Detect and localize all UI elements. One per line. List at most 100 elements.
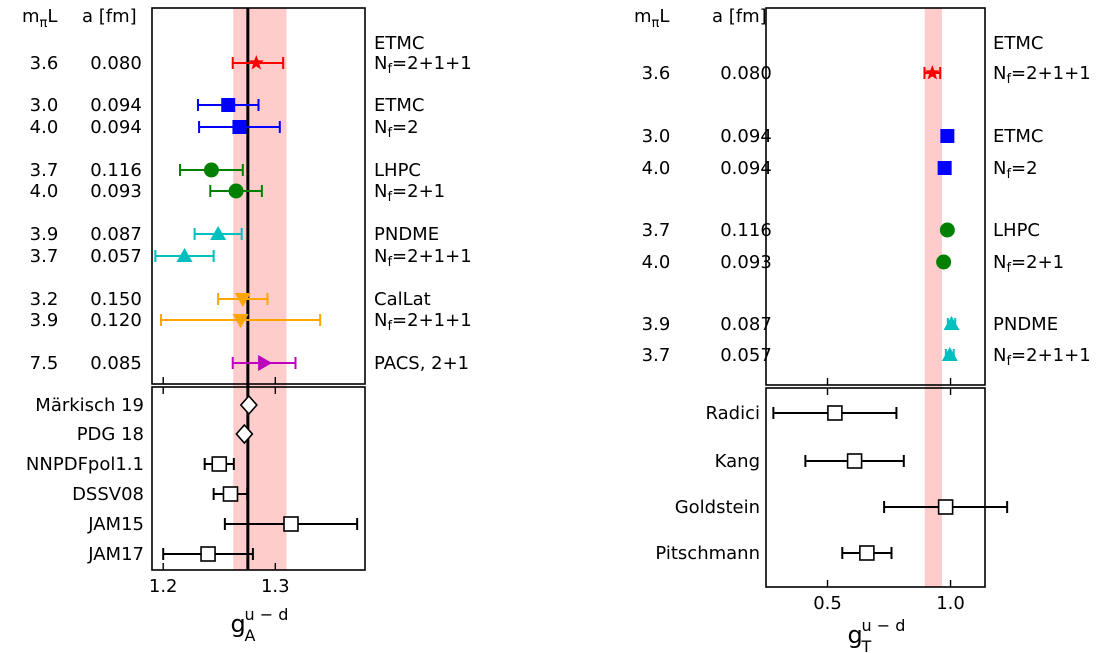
ga-lattice-3-a: 0.116 xyxy=(90,160,142,181)
ga-pheno-2-marker xyxy=(211,456,228,472)
gt-lattice-4-mpiL: 4.0 xyxy=(642,252,671,273)
ga-lattice-4-a: 0.093 xyxy=(90,181,142,202)
gt-lattice-3-mpiL: 3.7 xyxy=(642,220,671,241)
ga-pheno-4-marker xyxy=(283,516,299,532)
gt-tick-label-0: 0.5 xyxy=(813,593,842,614)
ga-lattice-4-mpiL: 4.0 xyxy=(30,181,59,202)
gt-collab-2-name: LHPC xyxy=(993,220,1040,241)
ga-collab-0-name: ETMC xyxy=(374,33,424,54)
ga-pheno-2-label: NNPDFpol1.1 xyxy=(26,454,144,475)
gt-lattice-1-marker xyxy=(940,129,955,143)
ga-collab-0-nf: Nf=2+1+1 xyxy=(374,53,472,77)
ga-lattice-5-a: 0.087 xyxy=(90,224,142,245)
gt-pheno-0-label: Radici xyxy=(706,403,760,424)
ga-upper-frame xyxy=(151,7,366,385)
gt-lattice-5-a: 0.087 xyxy=(720,314,772,335)
ga-lattice-8-a: 0.120 xyxy=(90,310,142,331)
ga-lattice-8-marker xyxy=(232,314,249,328)
ga-collab-3-nf: Nf=2+1+1 xyxy=(374,246,472,270)
ga-lattice-2-mpiL: 4.0 xyxy=(30,117,59,138)
ga-lattice-6-mpiL: 3.7 xyxy=(30,246,59,267)
ga-lower-frame xyxy=(151,386,366,571)
gt-collab-0-nf: Nf=2+1+1 xyxy=(993,63,1091,87)
gt-lattice-2-marker xyxy=(937,161,952,175)
gt-lattice-5-mpiL: 3.9 xyxy=(642,314,671,335)
gt-lattice-0-a: 0.080 xyxy=(720,63,772,84)
ga-collab-4-name: CalLat xyxy=(374,289,431,310)
ga-lattice-0-marker xyxy=(248,55,264,70)
gt-collab-3-nf: Nf=2+1+1 xyxy=(993,345,1091,369)
ga-lattice-3-mpiL: 3.7 xyxy=(30,160,59,181)
gt-lattice-3-a: 0.116 xyxy=(720,220,772,241)
ga-xlabel-sub: A xyxy=(245,626,256,645)
gt-lattice-6-a: 0.057 xyxy=(720,345,772,366)
ga-lattice-7-mpiL: 3.2 xyxy=(30,289,59,310)
ga-collab-1-nf: Nf=2 xyxy=(374,117,419,141)
ga-tick-label-0: 1.2 xyxy=(149,576,178,597)
ga-lattice-0-a: 0.080 xyxy=(90,53,142,74)
ga-lattice-5-marker xyxy=(210,226,227,240)
gt-lattice-1-a: 0.094 xyxy=(720,126,772,147)
ga-lattice-7-a: 0.150 xyxy=(90,289,142,310)
gt-upper-frame xyxy=(765,7,986,386)
gt-xlabel-sup: u − d xyxy=(862,616,906,635)
gt-pheno-1-label: Kang xyxy=(715,451,760,472)
ga-lattice-9-a: 0.085 xyxy=(90,353,142,374)
ga-tick-label-1: 1.3 xyxy=(261,576,290,597)
gt-lattice-0-mpiL: 3.6 xyxy=(642,63,671,84)
gt-tick-label-1: 1.0 xyxy=(936,593,965,614)
gt-lattice-6-marker xyxy=(941,347,958,361)
ga-header-a: a [fm] xyxy=(82,6,137,27)
ga-lattice-1-mpiL: 3.0 xyxy=(30,95,59,116)
gt-lattice-5-marker xyxy=(943,316,960,330)
ga-collab-5-name: PACS, 2+1 xyxy=(374,353,469,374)
gt-header-a: a [fm] xyxy=(712,6,767,27)
ga-lattice-9-mpiL: 7.5 xyxy=(30,353,59,374)
gt-pheno-3-marker xyxy=(859,545,875,561)
gt-pheno-3-label: Pitschmann xyxy=(655,543,760,564)
ga-lattice-0-mpiL: 3.6 xyxy=(30,53,59,74)
gt-collab-0-name: ETMC xyxy=(993,33,1043,54)
gt-lower-frame xyxy=(765,387,986,588)
ga-pheno-0-marker xyxy=(239,394,258,416)
gt-lattice-2-mpiL: 4.0 xyxy=(642,158,671,179)
gt-lattice-1-mpiL: 3.0 xyxy=(642,126,671,147)
ga-band xyxy=(233,8,287,570)
ga-lattice-1-marker xyxy=(221,98,236,112)
gt-xlabel-sub: T xyxy=(861,637,872,653)
gt-pheno-2-marker xyxy=(937,499,954,515)
ga-lattice-4-marker xyxy=(228,183,244,199)
gt-lattice-4-a: 0.093 xyxy=(720,252,772,273)
ga-collab-2-nf: Nf=2+1 xyxy=(374,181,445,205)
gt-lattice-6-mpiL: 3.7 xyxy=(642,345,671,366)
ga-lattice-2-a: 0.094 xyxy=(90,117,142,138)
ga-header-mpiL: mπL xyxy=(22,6,57,31)
ga-lattice-6-a: 0.057 xyxy=(90,246,142,267)
gt-pheno-0-marker xyxy=(827,405,843,421)
ga-lattice-3-marker xyxy=(203,162,219,178)
ga-lattice-5-mpiL: 3.9 xyxy=(30,224,59,245)
gt-pheno-2-label: Goldstein xyxy=(675,497,760,518)
gt-header-mpiL: mπL xyxy=(634,6,669,31)
ga-lattice-8-mpiL: 3.9 xyxy=(30,310,59,331)
ga-lattice-7-marker xyxy=(234,293,251,307)
ga-xlabel-sup: u − d xyxy=(245,605,289,624)
gt-lattice-4-marker xyxy=(936,254,952,270)
ga-collab-3-name: PNDME xyxy=(374,224,439,245)
gt-lattice-2-a: 0.094 xyxy=(720,158,772,179)
ga-pheno-1-marker xyxy=(235,423,254,445)
ga-lattice-1-a: 0.094 xyxy=(90,95,142,116)
gt-collab-2-nf: Nf=2+1 xyxy=(993,252,1064,276)
ga-lattice-2-marker xyxy=(232,120,247,134)
gt-xlabel: g xyxy=(848,621,863,649)
gt-collab-1-name: ETMC xyxy=(993,126,1043,147)
ga-pheno-1-label: PDG 18 xyxy=(77,424,144,445)
ga-collab-1-name: ETMC xyxy=(374,95,424,116)
gt-pheno-1-marker xyxy=(846,453,863,469)
ga-pheno-3-marker xyxy=(222,486,239,502)
ga-pheno-0-label: Märkisch 19 xyxy=(35,395,144,416)
gt-lattice-0-marker xyxy=(924,65,940,80)
ga-lattice-9-marker xyxy=(258,355,273,371)
ga-collab-2-name: LHPC xyxy=(374,160,421,181)
